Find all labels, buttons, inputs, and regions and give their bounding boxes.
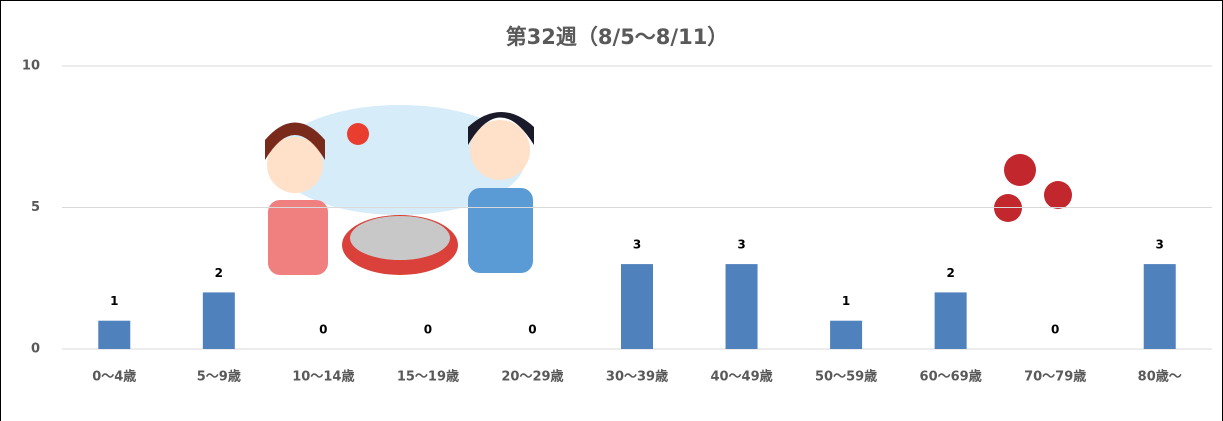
value-label: 3 xyxy=(633,238,641,252)
value-label: 2 xyxy=(946,266,954,280)
bbq-illustration xyxy=(265,105,534,275)
x-tick-label: 70～79歳 xyxy=(1024,369,1086,385)
value-label: 0 xyxy=(528,323,536,337)
x-tick-label: 80歳～ xyxy=(1138,369,1182,385)
x-tick-label: 0～4歳 xyxy=(92,369,136,385)
bar xyxy=(98,320,131,349)
x-tick-label: 30～39歳 xyxy=(606,369,668,385)
y-tick-label: 0 xyxy=(31,342,40,357)
x-tick-label: 15～19歳 xyxy=(397,369,459,385)
value-label: 3 xyxy=(1156,238,1164,252)
y-tick-label: 5 xyxy=(31,200,40,215)
value-label: 0 xyxy=(1051,323,1059,337)
chart-title: 第32週（8/5～8/11） xyxy=(506,25,729,49)
bar xyxy=(621,264,653,349)
x-tick-label: 60～69歳 xyxy=(920,369,982,385)
x-tick-label: 10～14歳 xyxy=(292,369,354,385)
x-tick-label: 5～9歳 xyxy=(197,369,241,385)
bar xyxy=(202,292,235,349)
bar xyxy=(934,292,967,349)
value-label: 1 xyxy=(110,294,118,308)
value-label: 0 xyxy=(319,323,327,337)
x-tick-label: 40～49歳 xyxy=(710,369,772,385)
value-label: 1 xyxy=(842,294,850,308)
x-tick-label: 20～29歳 xyxy=(501,369,563,385)
value-label: 2 xyxy=(215,266,223,280)
x-tick-label: 50～59歳 xyxy=(815,369,877,385)
bar xyxy=(1143,264,1176,349)
value-label: 3 xyxy=(737,238,745,252)
bar xyxy=(725,264,758,349)
value-label: 0 xyxy=(424,323,432,337)
y-tick-label: 10 xyxy=(22,59,40,74)
bar xyxy=(830,320,863,349)
